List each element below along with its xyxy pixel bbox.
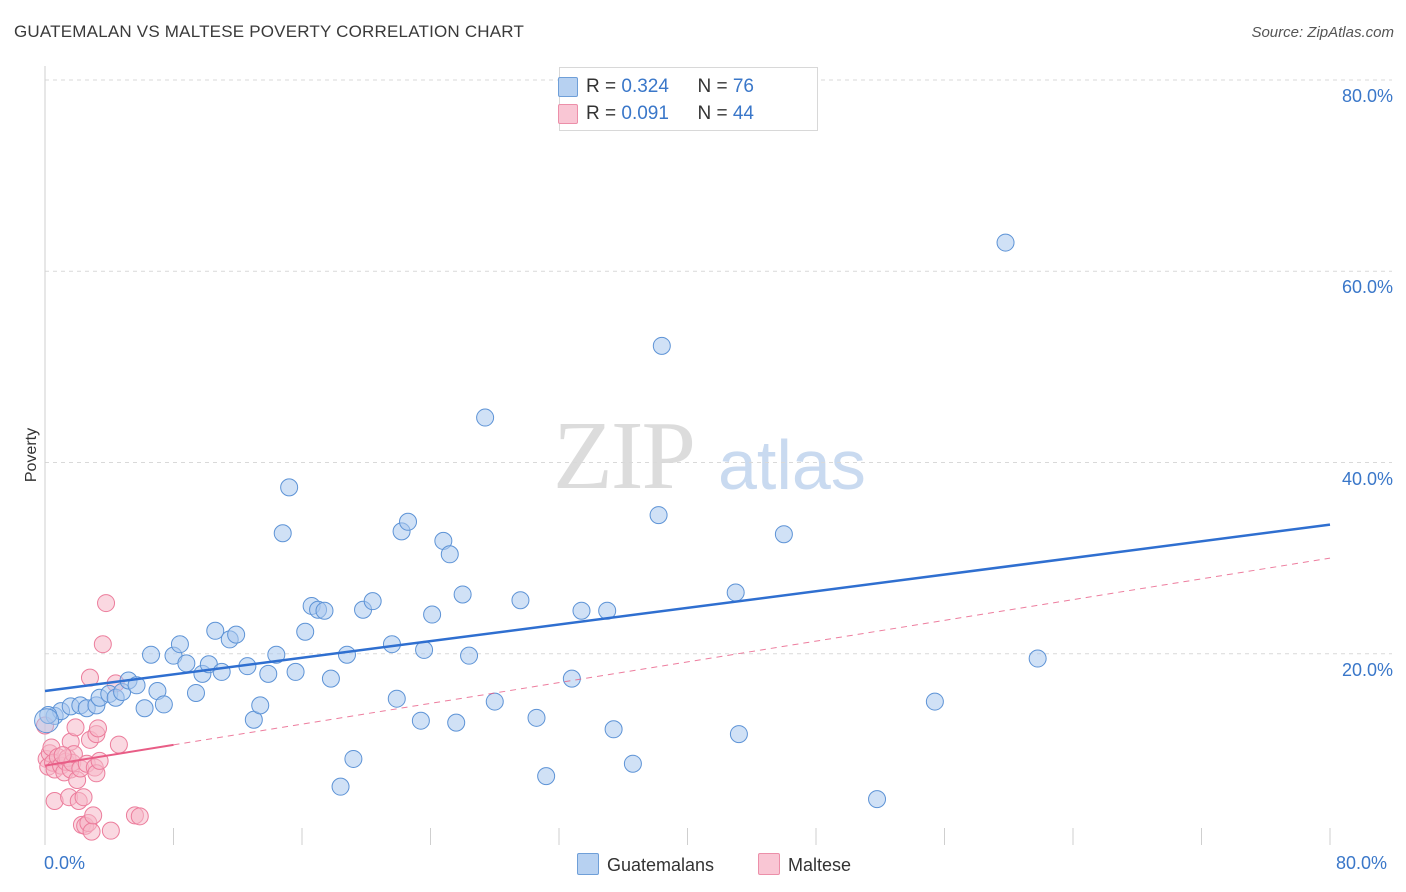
- guatemalan-point-39: [331, 777, 350, 796]
- guatemalan-point-65: [623, 754, 642, 773]
- guatemalan-point-19: [186, 683, 205, 702]
- guatemalan-point-47: [399, 512, 418, 531]
- legend-swatch-guatemalans: [577, 853, 599, 875]
- guatemalan-point-67: [652, 336, 671, 355]
- guatemalan-point-31: [273, 524, 292, 543]
- guatemalan-point-25: [227, 625, 246, 644]
- guatemalan-point-23: [212, 662, 231, 681]
- legend-label-maltese: Maltese: [788, 855, 852, 875]
- guatemalan-point-29: [259, 664, 278, 683]
- guatemalan-point-55: [460, 646, 479, 665]
- guatemalan-point-64: [604, 720, 623, 739]
- guatemalan-points: [34, 233, 1047, 809]
- maltese-point-17: [66, 718, 85, 737]
- maltese-n-label: N =: [697, 103, 733, 124]
- stats-legend-box: R = 0.324 N = 76 R = 0.091 N = 44: [558, 67, 818, 131]
- guatemalan-point-50: [423, 605, 442, 624]
- y-tick-label-1: 40.0%: [1341, 468, 1393, 489]
- guatemalans-swatch: [558, 77, 578, 97]
- guatemalan-point-33: [286, 662, 305, 681]
- y-tick-label-2: 60.0%: [1341, 277, 1393, 298]
- x-tick-label-max: 80.0%: [1336, 853, 1388, 873]
- maltese-point-29: [84, 806, 103, 825]
- stats-row-maltese: R = 0.091 N = 44: [558, 101, 754, 127]
- stats-row-guatemalans: R = 0.324 N = 76: [558, 74, 754, 100]
- guatemalan-point-43: [363, 592, 382, 611]
- watermark-zip: ZIP: [553, 402, 696, 510]
- guatemalan-point-59: [527, 708, 546, 727]
- legend-swatch-maltese: [758, 853, 780, 875]
- guatemalan-point-41: [344, 749, 363, 768]
- guatemalan-point-34: [296, 622, 315, 641]
- maltese-point-28: [82, 822, 101, 841]
- chart-title: GUATEMALAN VS MALTESE POVERTY CORRELATIO…: [14, 22, 525, 41]
- trend-lines: [44, 523, 1331, 767]
- guatemalan-point-56: [476, 408, 495, 427]
- source-label: Source: ZipAtlas.com: [1251, 24, 1394, 41]
- x-tick-label-min: 0.0%: [44, 853, 86, 873]
- legend-item-maltese[interactable]: Maltese: [758, 853, 851, 876]
- maltese-swatch: [558, 104, 578, 124]
- legend-label-guatemalans: Guatemalans: [607, 855, 715, 875]
- guatemalan-point-15: [154, 695, 173, 714]
- guatemalan-point-45: [387, 689, 406, 708]
- guatemalan-point-58: [511, 591, 530, 610]
- maltese-point-41: [130, 807, 149, 826]
- maltese-point-37: [101, 821, 120, 840]
- guatemalan-point-62: [572, 601, 591, 620]
- guatemalan-point-52: [440, 545, 459, 564]
- guatemalan-point-69: [729, 725, 748, 744]
- guatemalan-trend-line: [44, 523, 1331, 693]
- maltese-r-label: R =: [586, 103, 622, 124]
- guatemalan-point-13: [142, 645, 161, 664]
- guatemalans-n-value: 76: [732, 76, 754, 97]
- guatemalan-point-11: [127, 676, 146, 695]
- watermark-atlas: atlas: [718, 426, 866, 504]
- maltese-point-35: [93, 635, 112, 654]
- guatemalans-r-label: R =: [586, 76, 622, 97]
- guatemalan-point-32: [280, 478, 299, 497]
- guatemalan-point-12: [135, 699, 154, 718]
- maltese-r-value: 0.091: [621, 103, 669, 124]
- guatemalan-point-30: [267, 645, 286, 664]
- guatemalan-point-38: [321, 669, 340, 688]
- legend-item-guatemalans[interactable]: Guatemalans: [577, 853, 714, 876]
- guatemalan-point-68: [726, 583, 745, 602]
- guatemalan-point-71: [868, 790, 887, 809]
- guatemalan-point-18: [177, 654, 196, 673]
- guatemalans-n-label: N =: [697, 76, 733, 97]
- guatemalan-point-61: [562, 669, 581, 688]
- guatemalan-point-73: [996, 233, 1015, 252]
- guatemalan-point-72: [925, 692, 944, 711]
- maltese-n-value: 44: [732, 103, 754, 124]
- guatemalan-point-74: [1028, 649, 1047, 668]
- axis-layer: [44, 66, 1331, 845]
- maltese-trend-line-dashed: [173, 557, 1331, 746]
- guatemalan-point-28: [251, 696, 270, 715]
- y-tick-label-0: 20.0%: [1341, 659, 1393, 680]
- guatemalan-point-66: [649, 506, 668, 525]
- guatemalan-point-53: [447, 713, 466, 732]
- guatemalan-point-cluster: [34, 708, 60, 734]
- guatemalan-point-48: [411, 711, 430, 730]
- guatemalan-point-54: [453, 585, 472, 604]
- guatemalan-point-22: [206, 621, 225, 640]
- y-tick-label-3: 80.0%: [1341, 86, 1393, 106]
- maltese-point-36: [97, 594, 116, 613]
- guatemalan-point-60: [537, 767, 556, 786]
- grid-layer: [45, 79, 1392, 655]
- guatemalan-point-17: [170, 635, 189, 654]
- maltese-point-22: [74, 788, 93, 807]
- guatemalan-point-40: [337, 645, 356, 664]
- guatemalan-point-37: [315, 601, 334, 620]
- guatemalan-point-70: [774, 525, 793, 544]
- maltese-point-39: [109, 735, 128, 754]
- maltese-trend-line-solid: [44, 743, 174, 767]
- guatemalan-point-57: [485, 692, 504, 711]
- guatemalans-r-value: 0.324: [621, 76, 669, 97]
- maltese-point-33: [89, 719, 108, 738]
